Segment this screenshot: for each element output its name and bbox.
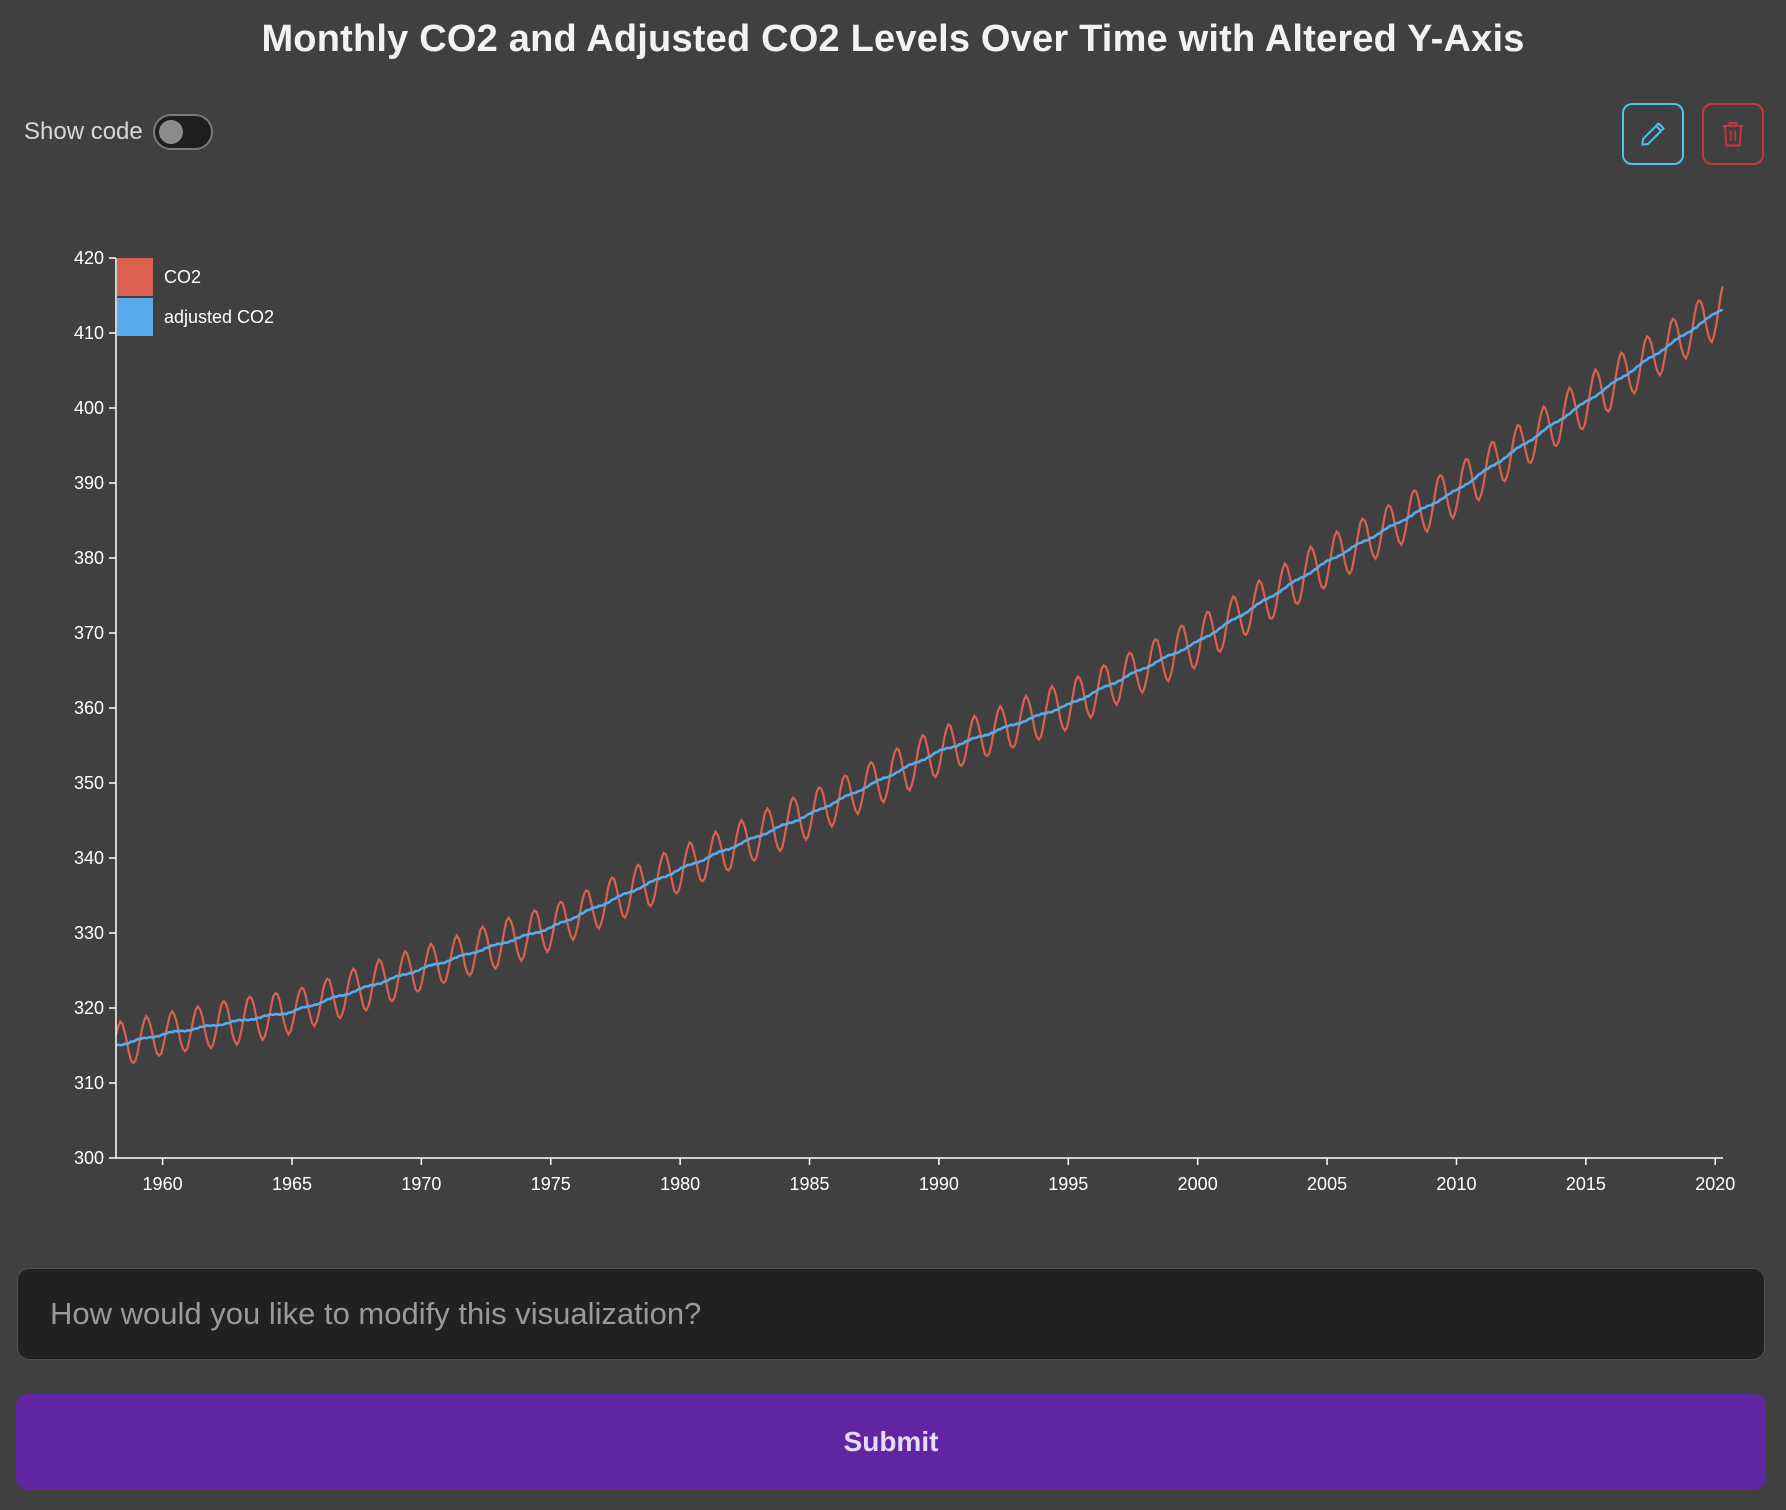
y-tick-label: 350 (74, 773, 104, 793)
y-tick-label: 410 (74, 323, 104, 343)
show-code-toggle-group: Show code (24, 114, 213, 150)
trash-icon (1722, 122, 1744, 147)
chart-title: Monthly CO2 and Adjusted CO2 Levels Over… (261, 18, 1525, 60)
co2-line-chart: 300 310 320 330 340 350 360 370 380 390 400 410 420 1… (74, 248, 1735, 1194)
y-tick-label: 340 (74, 848, 104, 868)
legend-item-co2-swatch (117, 258, 153, 296)
y-tick-label: 330 (74, 923, 104, 943)
y-tick-label: 370 (74, 623, 104, 643)
x-tick-label: 1990 (919, 1174, 959, 1194)
y-tick-label: 320 (74, 998, 104, 1018)
y-tick-label: 380 (74, 548, 104, 568)
submit-button[interactable]: Submit (16, 1394, 1766, 1490)
x-tick-label: 2005 (1307, 1174, 1347, 1194)
show-code-label: Show code (24, 118, 143, 145)
legend: CO2 adjusted CO2 (117, 258, 274, 336)
y-tick-label: 360 (74, 698, 104, 718)
x-tick-label: 1975 (531, 1174, 571, 1194)
series-line-adjusted-co2 (115, 308, 1724, 1047)
x-tick-label: 1965 (272, 1174, 312, 1194)
pencil-icon (1641, 122, 1665, 146)
x-tick-label: 2015 (1566, 1174, 1606, 1194)
axis-layer: 300 310 320 330 340 350 360 370 380 390 400 410 420 1… (74, 248, 1735, 1194)
y-tick-label: 310 (74, 1073, 104, 1093)
x-tick-label: 2010 (1436, 1174, 1476, 1194)
delete-button[interactable] (1702, 103, 1764, 165)
series-layer (114, 286, 1724, 1065)
y-tick-label: 390 (74, 473, 104, 493)
legend-item-co2-label: CO2 (164, 267, 201, 287)
modify-visualization-input[interactable] (17, 1268, 1765, 1360)
x-tick-label: 1960 (143, 1174, 183, 1194)
x-tick-label: 2020 (1695, 1174, 1735, 1194)
y-tick-label: 420 (74, 248, 104, 268)
series-line-co2 (114, 286, 1724, 1065)
x-tick-label: 1970 (401, 1174, 441, 1194)
x-tick-label: 2000 (1178, 1174, 1218, 1194)
y-tick-label: 300 (74, 1148, 104, 1168)
edit-button[interactable] (1622, 103, 1684, 165)
x-tick-label: 1995 (1048, 1174, 1088, 1194)
x-tick-label: 1980 (660, 1174, 700, 1194)
legend-item-adjusted-co2-swatch (117, 298, 153, 336)
x-tick-label: 1985 (789, 1174, 829, 1194)
legend-item-adjusted-co2-label: adjusted CO2 (164, 307, 274, 327)
show-code-toggle[interactable] (152, 114, 213, 150)
y-tick-label: 400 (74, 398, 104, 418)
toggle-knob (158, 120, 183, 144)
